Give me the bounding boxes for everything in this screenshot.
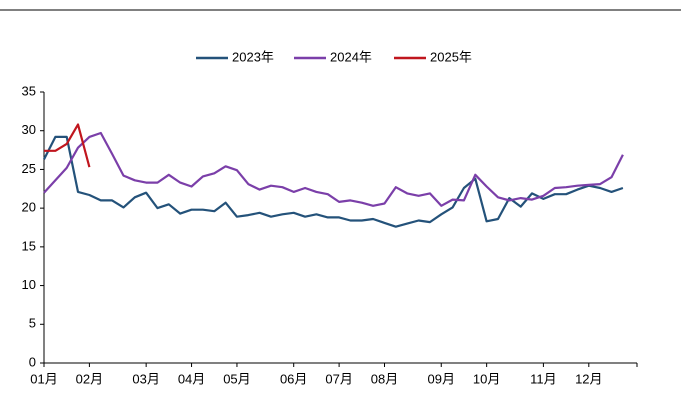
x-tick-label: 11月 [530, 371, 557, 386]
y-tick-label: 15 [22, 238, 36, 253]
legend-label: 2025年 [430, 49, 472, 64]
y-tick-label: 30 [22, 122, 36, 137]
legend-label: 2024年 [330, 49, 372, 64]
y-tick-label: 20 [22, 200, 36, 215]
y-tick-label: 35 [22, 83, 36, 98]
series-line [43, 135, 624, 228]
y-tick-label: 0 [29, 354, 36, 369]
series-line [43, 131, 624, 207]
legend-label: 2023年 [232, 49, 274, 64]
x-tick-label: 02月 [76, 371, 103, 386]
x-tick-label: 04月 [178, 371, 205, 386]
y-tick-label: 10 [22, 277, 36, 292]
x-tick-label: 05月 [223, 371, 250, 386]
x-tick-label: 01月 [30, 371, 57, 386]
y-tick-label: 25 [22, 161, 36, 176]
x-tick-label: 03月 [132, 371, 159, 386]
x-tick-label: 06月 [280, 371, 307, 386]
x-tick-label: 10月 [473, 371, 500, 386]
x-tick-label: 12月 [575, 371, 602, 386]
x-tick-label: 08月 [371, 371, 398, 386]
y-tick-label: 5 [29, 316, 36, 331]
x-tick-label: 07月 [325, 371, 352, 386]
series-line [44, 123, 91, 168]
x-tick-label: 09月 [428, 371, 455, 386]
